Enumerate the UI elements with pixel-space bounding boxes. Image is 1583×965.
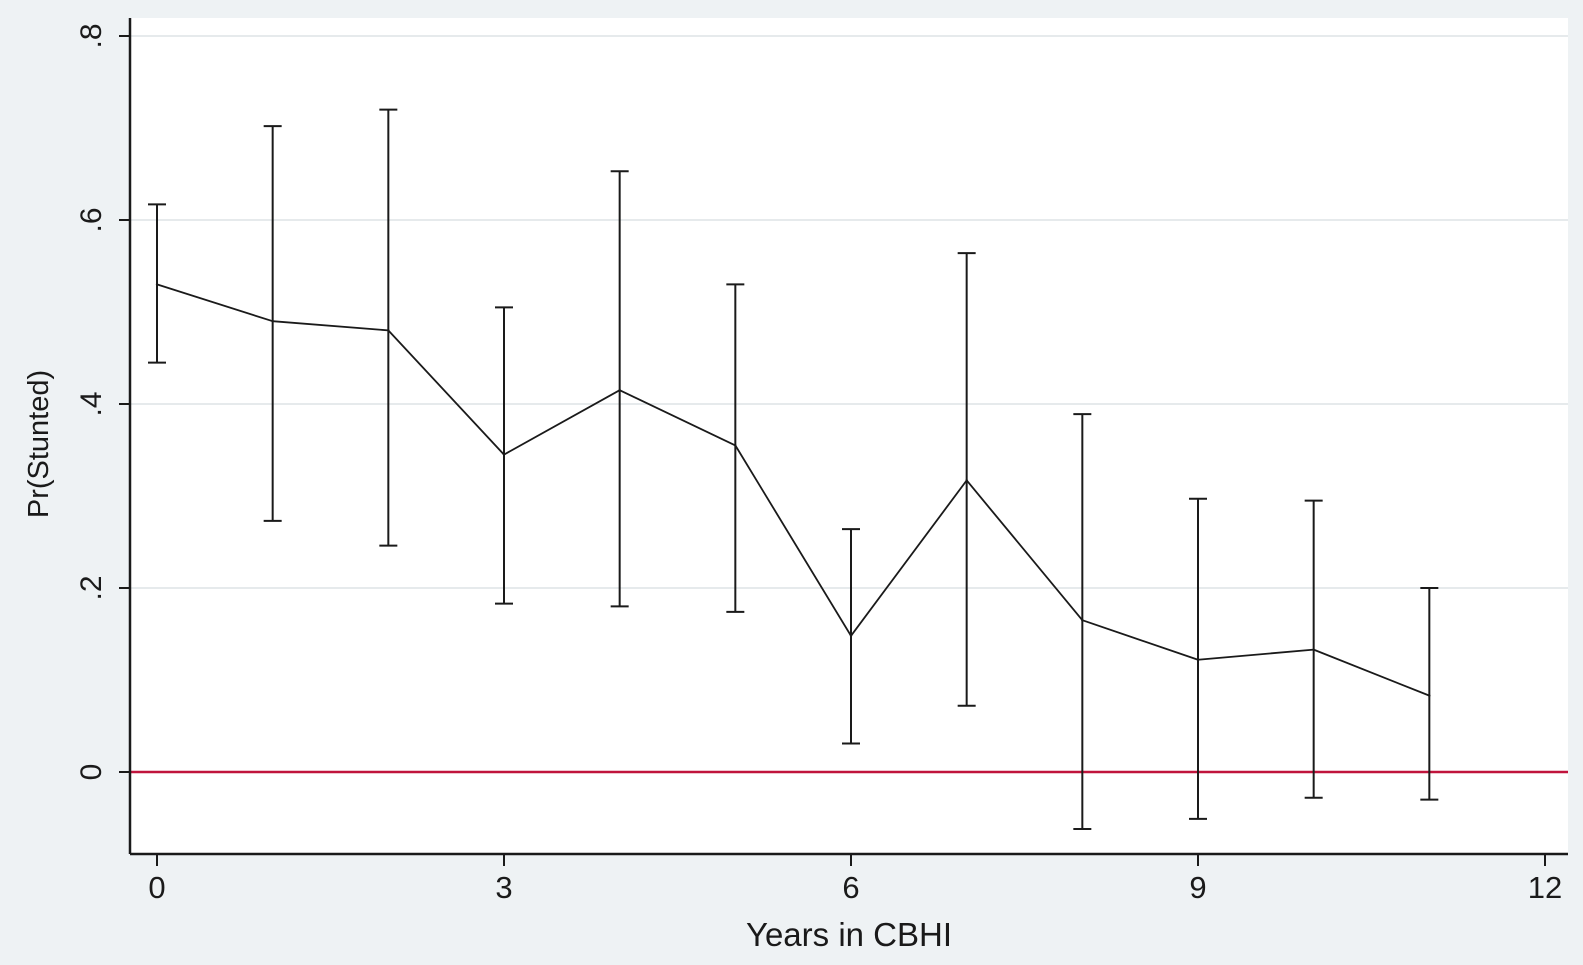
data-point: [502, 453, 506, 456]
data-point: [271, 320, 274, 323]
data-point: [618, 389, 621, 392]
grid-layer: [130, 35, 1568, 589]
x-tick-label: 12: [1528, 870, 1562, 905]
axis-layer: 0 .2 .4 .6 .8 0 3 6 9 12: [75, 18, 1568, 905]
x-tick-label: 9: [1189, 870, 1206, 905]
series-line: [156, 283, 1430, 697]
error-bar: [1073, 413, 1092, 831]
y-tick-label: .6: [75, 207, 108, 232]
data-point: [965, 479, 968, 482]
data-point: [1196, 658, 1200, 661]
x-axis-title: Years in CBHI: [746, 916, 952, 953]
data-point: [1428, 694, 1431, 697]
y-tick-label: 0: [75, 764, 108, 781]
error-bar: [610, 170, 629, 608]
y-tick-label: .2: [75, 575, 108, 600]
y-axis-title: Pr(Stunted): [23, 370, 55, 518]
x-tick-label: 6: [842, 870, 859, 905]
data-point: [155, 283, 159, 286]
y-tick-label: .8: [75, 23, 108, 48]
y-tick-label: .4: [75, 391, 108, 416]
data-point: [849, 634, 853, 638]
data-point: [734, 444, 737, 447]
data-point: [387, 329, 390, 332]
plot-area: [130, 18, 1568, 854]
error-bar: [263, 125, 282, 522]
error-bar: [726, 283, 745, 613]
error-bar: [1420, 587, 1439, 801]
error-bar: [379, 108, 398, 547]
data-point: [1312, 648, 1315, 651]
x-tick-label: 3: [495, 870, 512, 905]
data-point: [1081, 619, 1084, 622]
series-line-layer: [155, 283, 1431, 697]
x-tick-label: 0: [148, 870, 165, 905]
